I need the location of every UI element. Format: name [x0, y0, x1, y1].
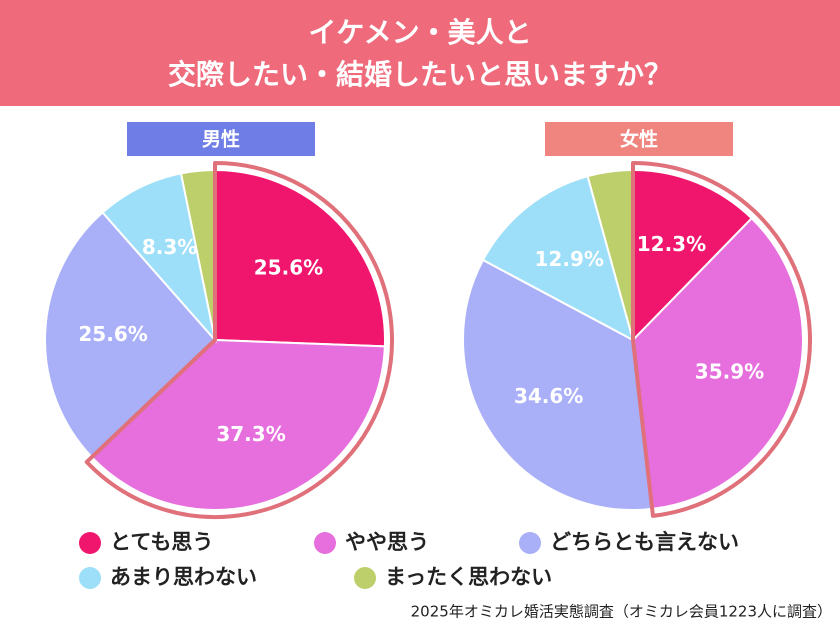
highlight-outline	[84, 161, 394, 519]
pie-title-box	[545, 122, 733, 156]
slice-label: 12.3%	[637, 232, 706, 256]
slice-label: 8.3%	[142, 235, 197, 259]
pie-title: 女性	[620, 128, 658, 151]
source-note: 2025年オミカレ婚活実態調査（オミカレ会員1223人に調査）	[411, 603, 832, 621]
title-line: イケメン・美人と	[308, 16, 531, 49]
header-band	[0, 0, 840, 106]
title-line: 交際したい・結婚したいと思いますか？	[168, 58, 672, 91]
legend-label: どちらとも言えない	[550, 530, 739, 554]
pie-slice	[632, 168, 754, 343]
legend-label: やや思う	[345, 530, 429, 554]
pie-title: 男性	[202, 128, 240, 151]
slice-label: 37.3%	[216, 422, 285, 446]
legend-swatch	[354, 567, 376, 589]
slice-label: 12.9%	[535, 247, 604, 271]
pie-slice	[90, 338, 386, 511]
slice-label: 34.6%	[514, 384, 583, 408]
pie-slice	[631, 216, 804, 511]
legend-label: まったく思わない	[385, 565, 552, 589]
pie-title-box	[127, 122, 315, 156]
legend-swatch	[314, 532, 336, 554]
legend-swatch	[519, 532, 541, 554]
legend-label: とても思う	[110, 530, 213, 554]
slice-label: 25.6%	[254, 256, 323, 280]
pie-slice	[44, 211, 217, 459]
legend-label: あまり思わない	[110, 565, 257, 589]
pie-slice	[462, 258, 654, 511]
slice-label: 25.6%	[78, 322, 147, 346]
pie-slice	[214, 168, 386, 348]
pie-slice	[481, 174, 635, 342]
slice-label: 35.9%	[695, 360, 764, 384]
highlight-outline	[631, 161, 812, 518]
pie-slice	[101, 172, 217, 344]
legend-swatch	[79, 532, 101, 554]
legend-swatch	[79, 567, 101, 589]
